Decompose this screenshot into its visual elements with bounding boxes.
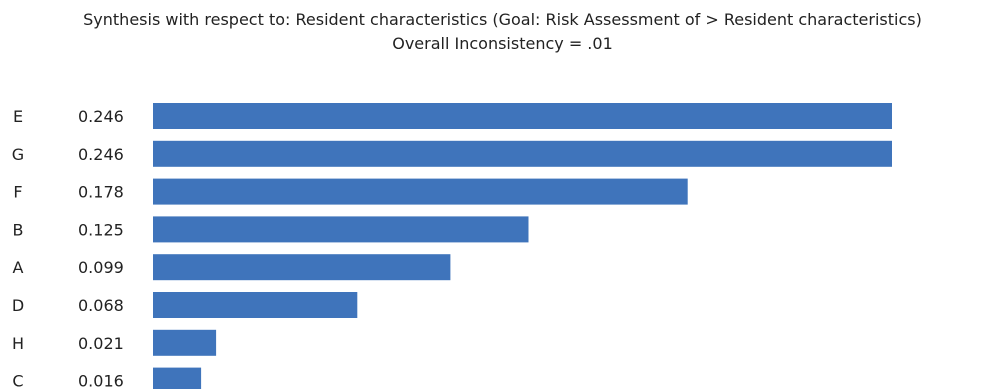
value-label-b: 0.125 (78, 220, 124, 239)
category-label-g: G (12, 145, 24, 164)
bar-f (153, 178, 688, 205)
value-label-f: 0.178 (78, 183, 124, 202)
category-label-f: F (13, 183, 22, 202)
chart-title: Synthesis with respect to: Resident char… (83, 10, 922, 29)
chart-subtitle: Overall Inconsistency = .01 (392, 34, 613, 53)
bar-e (153, 103, 892, 129)
value-label-g: 0.246 (78, 145, 124, 164)
bars-group: E 0.246 G 0.246 F 0.178 B 0.125 A 0.099 D 0.068 H 0.0… (12, 103, 892, 389)
chart-title-block: Synthesis with respect to: Resident char… (0, 8, 1005, 56)
category-label-a: A (13, 258, 24, 277)
value-label-c: 0.016 (78, 372, 124, 389)
category-label-d: D (12, 296, 24, 315)
value-label-d: 0.068 (78, 296, 124, 315)
value-label-h: 0.021 (78, 334, 124, 353)
bar-g (153, 140, 892, 167)
bar-h (153, 329, 217, 356)
category-label-b: B (13, 220, 24, 239)
bar-b (153, 216, 529, 243)
bar-c (153, 367, 202, 389)
bar-a (153, 254, 451, 281)
value-label-a: 0.099 (78, 258, 124, 277)
category-label-c: C (12, 372, 23, 389)
bar-d (153, 292, 358, 318)
category-label-e: E (13, 107, 23, 126)
category-label-h: H (12, 334, 24, 353)
value-label-e: 0.246 (78, 107, 124, 126)
